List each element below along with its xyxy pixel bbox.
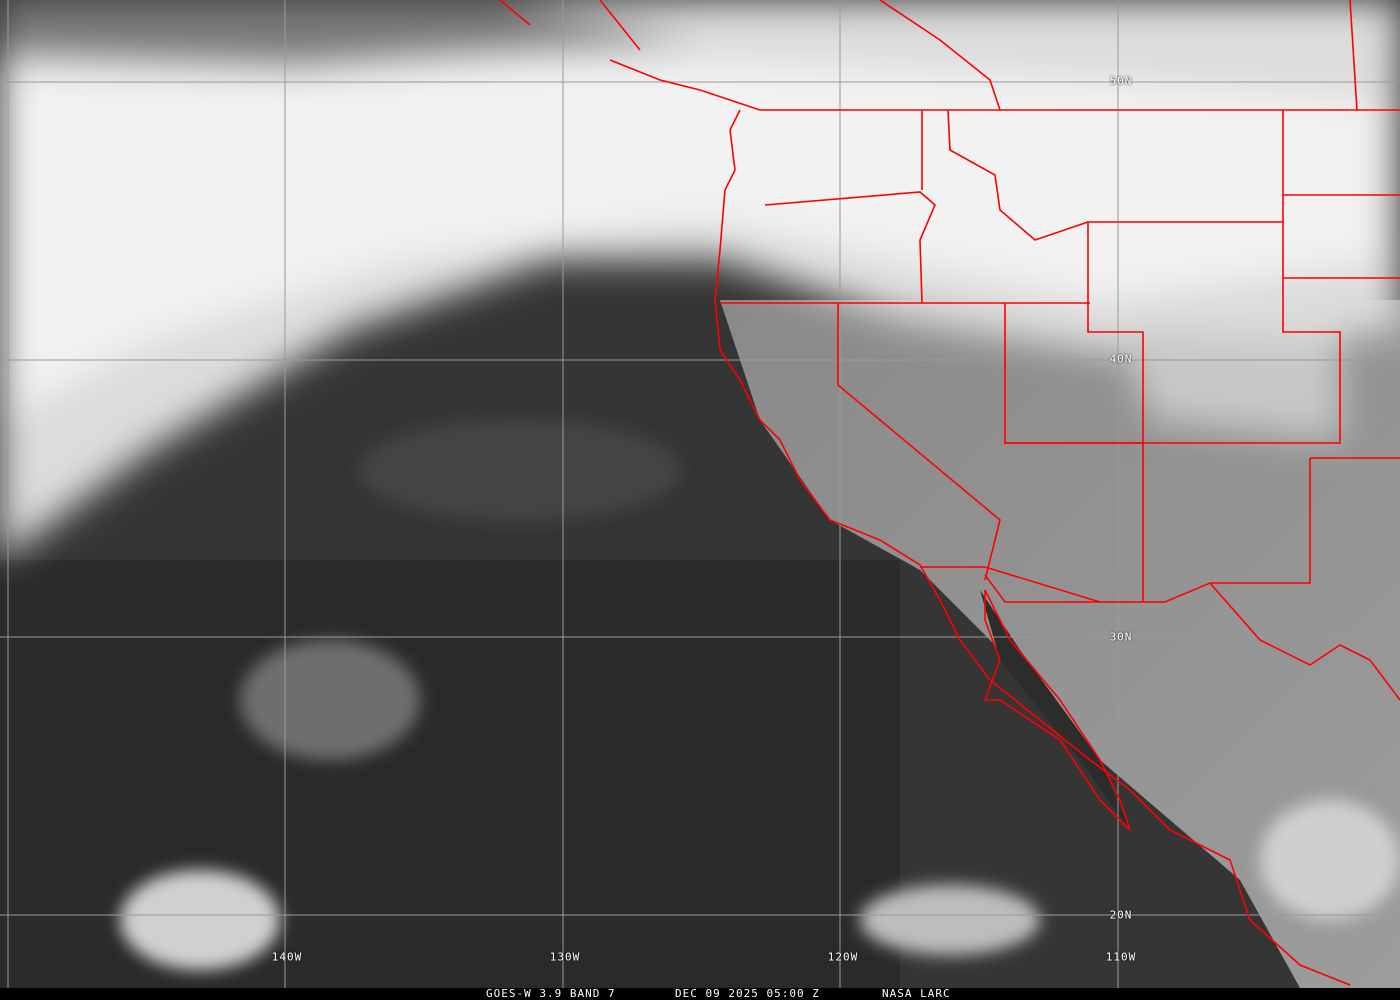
lat-label-20n: 20N [1109,908,1133,922]
cloud-band [0,0,1400,560]
lon-label-140w: 140W [271,950,303,964]
scattered-clouds [120,420,1400,970]
interior-borders [1005,194,1400,444]
lat-label-30n: 30N [1109,630,1133,644]
west-coast [714,109,1351,986]
lat-label-50n: 50N [1109,74,1133,88]
caption-satellite-band: GOES-W 3.9 BAND 7 [486,987,616,1000]
lat-label-40n: 40N [1109,352,1133,366]
california-nevada-border [837,303,1001,581]
canada-province-borders [879,0,1358,111]
political-borders [499,0,1400,986]
lon-label-120w: 120W [827,950,859,964]
lon-label-110w: 110W [1105,950,1137,964]
lon-label-130w: 130W [549,950,581,964]
land [720,300,1400,988]
idaho-border [921,109,1089,241]
caption-source: NASA LARC [882,987,951,1000]
baja-california [983,589,1131,831]
arizona-border [984,443,1144,603]
caption-datetime: DEC 09 2025 05:00 Z [675,987,820,1000]
image-caption-bar: GOES-W 3.9 BAND 7 DEC 09 2025 05:00 Z NA… [0,988,1400,1000]
us-mexico-border [920,566,1400,701]
washington-oregon-border [764,191,936,304]
vancouver-island [499,0,761,111]
